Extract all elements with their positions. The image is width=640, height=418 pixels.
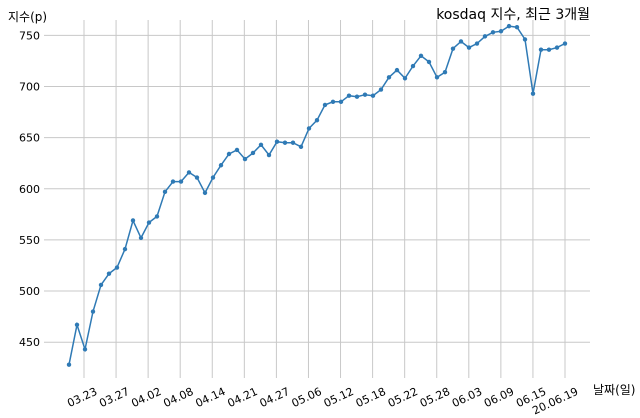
data-point: [442, 69, 448, 75]
data-point: [370, 93, 376, 98]
data-point: [554, 45, 560, 50]
data-point: [386, 75, 392, 80]
y-tick-label: 450: [19, 336, 40, 349]
data-point: [162, 189, 168, 195]
x-tick-label: 06.03: [450, 385, 484, 410]
x-tick-label: 05.12: [322, 385, 356, 410]
x-tick-label: 05.22: [386, 385, 420, 410]
data-point: [234, 147, 240, 153]
data-point: [314, 118, 320, 123]
data-point: [306, 126, 312, 131]
x-tick-label: 05.28: [418, 385, 452, 410]
data-point: [426, 59, 432, 65]
data-point: [490, 30, 496, 35]
data-point: [74, 322, 80, 328]
data-point: [202, 190, 208, 196]
series-line: [68, 25, 566, 365]
data-point: [146, 220, 152, 225]
data-point: [378, 87, 384, 92]
data-point: [522, 37, 528, 42]
data-point: [186, 170, 192, 175]
x-tick-label: 04.02: [129, 385, 163, 410]
data-point: [410, 63, 416, 69]
data-point: [66, 362, 72, 367]
x-tick-label: 06.09: [482, 385, 516, 410]
data-point: [538, 47, 544, 52]
x-tick-label: 04.21: [226, 385, 260, 410]
y-tick-label: 550: [19, 234, 40, 247]
data-point: [466, 45, 472, 50]
data-point: [242, 156, 248, 162]
data-point: [330, 99, 336, 105]
data-point: [154, 214, 160, 219]
data-point: [322, 102, 328, 108]
data-point: [210, 175, 216, 180]
data-point: [434, 75, 440, 80]
y-tick-label: 650: [19, 132, 40, 145]
data-point: [298, 144, 304, 150]
data-point: [282, 140, 288, 145]
data-point: [354, 94, 360, 99]
x-axis-label: 날짜(일): [593, 383, 636, 397]
data-point: [290, 140, 296, 145]
data-point: [114, 265, 120, 270]
data-point: [266, 152, 272, 158]
x-tick-label: 03.27: [97, 385, 131, 410]
data-point: [194, 175, 200, 180]
data-point: [546, 47, 552, 52]
data-point: [418, 53, 424, 58]
data-point: [458, 39, 464, 44]
data-point: [170, 179, 176, 184]
y-tick-label: 500: [19, 285, 40, 298]
data-point: [274, 139, 280, 144]
data-point: [226, 151, 232, 157]
data-point: [450, 46, 456, 51]
data-point: [130, 218, 136, 223]
data-point: [562, 41, 568, 46]
y-tick-label: 750: [19, 29, 40, 42]
data-point: [258, 142, 264, 147]
y-tick-label: 700: [19, 80, 40, 93]
data-point: [106, 271, 112, 276]
data-point: [506, 23, 512, 29]
x-tick-label: 04.08: [161, 385, 195, 410]
y-axis-label: 지수(p): [8, 10, 48, 24]
data-point: [362, 92, 368, 97]
x-tick-label: 04.27: [258, 385, 292, 410]
chart-title: kosdaq 지수, 최근 3개월: [436, 7, 590, 23]
data-point: [498, 29, 504, 34]
y-tick-label: 600: [19, 183, 40, 196]
x-tick-label: 05.18: [354, 385, 388, 410]
data-point: [474, 41, 480, 46]
data-point: [250, 150, 256, 156]
data-point: [218, 163, 224, 168]
data-point: [394, 67, 400, 73]
x-tick-label: 03.23: [65, 385, 99, 410]
data-point: [514, 24, 520, 30]
data-point: [530, 91, 536, 96]
x-tick-label: 04.14: [193, 385, 227, 410]
x-tick-label: 05.06: [290, 385, 324, 410]
data-point: [402, 76, 408, 81]
data-point: [138, 235, 144, 241]
data-point: [122, 246, 128, 252]
data-point: [98, 282, 104, 288]
data-point: [338, 99, 344, 105]
data-point: [482, 34, 488, 39]
data-point: [82, 347, 88, 352]
data-point: [178, 179, 184, 184]
data-point: [346, 93, 352, 98]
data-point: [90, 309, 96, 314]
